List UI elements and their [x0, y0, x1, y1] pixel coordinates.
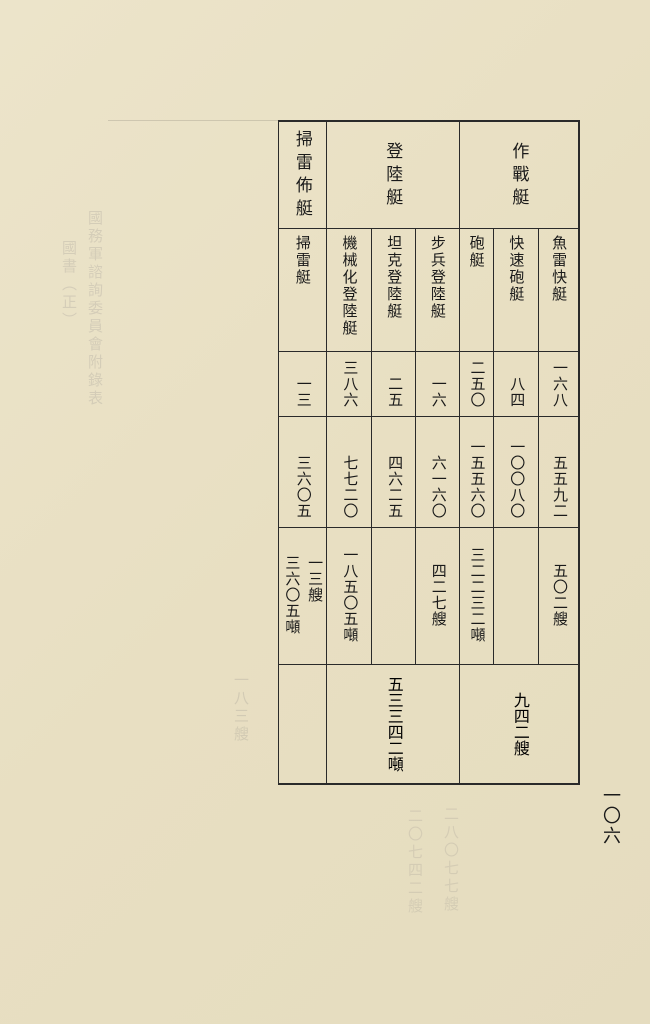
left-stub-border: [108, 120, 278, 880]
ghost-left-1: 國書（正）: [58, 240, 79, 330]
r2-jixie: 七七二〇: [340, 455, 359, 519]
data-row-3: 三六〇五噸 一三艘 一八五〇五噸 四二七艘 三二二三二噸 五〇二艘: [278, 528, 578, 665]
sub-yulei: 魚雷快艇: [538, 229, 578, 351]
sub-tanke-label: 坦克登陸艇: [383, 235, 404, 320]
main-table: 掃雷佈艇 登陸艇 作戰艇 掃雷艇 機械化登陸艇 坦克登陸艇 步兵登陸艇 砲艇 快…: [278, 120, 580, 785]
r1-yulei: 一六八: [549, 360, 568, 408]
r2-saorui: 三六〇五: [293, 455, 312, 519]
group-zuozhan: 作戰艇: [459, 122, 578, 229]
r3-bubing: 四二七艘: [428, 563, 447, 627]
r1-saorui: 一三: [293, 376, 312, 408]
r3-yulei: 五〇二艘: [549, 563, 568, 627]
sub-pao: 砲艇: [459, 229, 493, 351]
group-saorui-label: 掃雷佈艇: [290, 130, 315, 222]
r1-tanke: 二五: [384, 376, 403, 408]
sub-header-row: 掃雷艇 機械化登陸艇 坦克登陸艇 步兵登陸艇 砲艇 快速砲艇 魚雷快艇: [278, 229, 578, 352]
sub-tanke: 坦克登陸艇: [371, 229, 415, 351]
sub-kuaisu: 快速砲艇: [493, 229, 539, 351]
r2-pao: 一五五六〇: [467, 439, 486, 519]
sub-jixie: 機械化登陸艇: [326, 229, 372, 351]
r4-saorui-empty: [278, 665, 326, 783]
data-row-4: 五三三四二噸 九四二艘: [278, 665, 578, 783]
r4-denglu-val: 五三三四二噸: [381, 676, 405, 772]
r3-pao: 三二二三二噸: [467, 547, 486, 643]
sub-saorui: 掃雷艇: [278, 229, 326, 351]
r1-pao: 二五〇: [467, 360, 486, 408]
r2-tanke: 四六二五: [384, 455, 403, 519]
group-saorui: 掃雷佈艇: [278, 122, 326, 229]
r2-kuaisu: 一〇〇八〇: [507, 439, 526, 519]
sub-kuaisu-label: 快速砲艇: [505, 235, 526, 303]
r1-kuaisu: 八四: [507, 376, 526, 408]
r4-zuozhan: 九四二艘: [459, 665, 578, 783]
sub-saorui-label: 掃雷艇: [292, 235, 313, 286]
group-denglu: 登陸艇: [326, 122, 459, 229]
r1-bubing: 一六: [428, 376, 447, 408]
sub-bubing: 步兵登陸艇: [415, 229, 459, 351]
sub-pao-label: 砲艇: [466, 235, 487, 269]
ghost-mid-2: 二〇七四二艘: [404, 808, 425, 916]
ghost-left-2: 國務軍諮詢委員會附錄表: [84, 210, 105, 408]
sub-jixie-label: 機械化登陸艇: [339, 235, 360, 337]
data-row-1: 一三 三八六 二五 一六 二五〇 八四 一六八: [278, 352, 578, 417]
page-number: 一〇六: [598, 786, 624, 846]
group-zuozhan-label: 作戰艇: [506, 142, 531, 211]
r3-saorui-b: 一三艘: [304, 555, 323, 635]
r4-zuozhan-val: 九四二艘: [507, 692, 531, 756]
group-header-row: 掃雷佈艇 登陸艇 作戰艇: [278, 122, 578, 229]
r1-jixie: 三八六: [340, 360, 359, 408]
r2-bubing: 六一六〇: [428, 455, 447, 519]
r3-saorui-a: 三六〇五噸: [282, 555, 301, 635]
group-denglu-label: 登陸艇: [380, 142, 405, 211]
r2-yulei: 五五九二: [549, 455, 568, 519]
sub-yulei-label: 魚雷快艇: [548, 235, 569, 303]
r4-denglu: 五三三四二噸: [326, 665, 459, 783]
sub-bubing-label: 步兵登陸艇: [427, 235, 448, 320]
ghost-mid-1: 一八三艘: [230, 672, 251, 744]
ghost-mid-3: 二八〇七七艘: [440, 806, 461, 914]
data-row-2: 三六〇五 七七二〇 四六二五 六一六〇 一五五六〇 一〇〇八〇 五五九二: [278, 417, 578, 528]
r3-jixie: 一八五〇五噸: [340, 547, 359, 643]
